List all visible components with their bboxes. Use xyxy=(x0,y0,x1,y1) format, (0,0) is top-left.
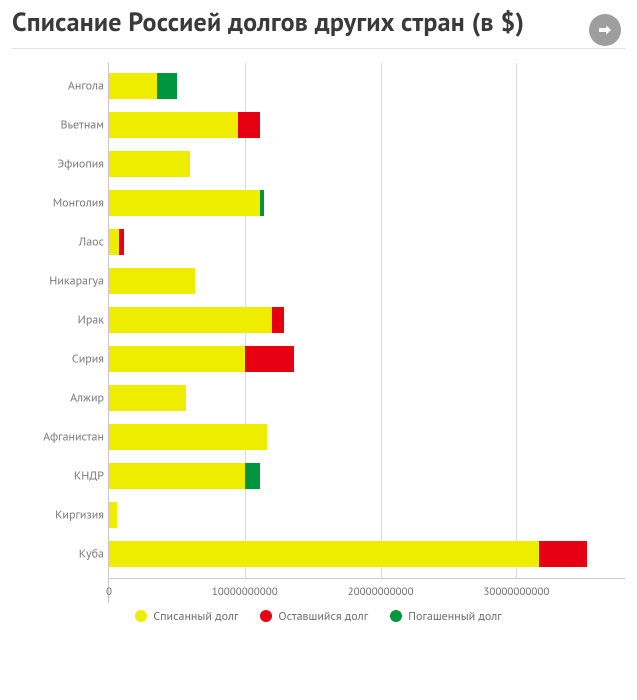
x-tick-label: 20000000000 xyxy=(348,585,414,599)
bar-row xyxy=(109,112,625,138)
bar-row xyxy=(109,307,625,333)
bar-segment-written_off xyxy=(109,502,117,528)
bar-segment-repaid xyxy=(260,190,264,216)
legend-item: Списанный долг xyxy=(135,609,238,624)
bar-stack xyxy=(109,112,260,138)
bar-stack xyxy=(109,268,195,294)
bar-segment-written_off xyxy=(109,190,260,216)
x-tick-label: 30000000000 xyxy=(483,585,549,599)
country-label: Сирия xyxy=(72,351,104,366)
bar-stack xyxy=(109,502,117,528)
country-label: Лаос xyxy=(79,234,104,249)
bar-row xyxy=(109,190,625,216)
legend-label: Списанный долг xyxy=(153,609,238,624)
country-label: Монголия xyxy=(53,195,104,210)
legend-swatch xyxy=(135,610,147,622)
bar-stack xyxy=(109,73,177,99)
bar-row xyxy=(109,229,625,255)
bar-row xyxy=(109,385,625,411)
share-button[interactable] xyxy=(589,14,621,46)
country-label: Ангола xyxy=(68,78,104,93)
legend: Списанный долг Оставшийся долг Погашенный … xyxy=(12,609,625,624)
bar-row xyxy=(109,463,625,489)
plot-area: 0 10000000000 20000000000 30000000000 xyxy=(108,63,625,603)
bar-segment-written_off xyxy=(109,385,186,411)
bar-segment-written_off xyxy=(109,307,272,333)
country-label: Алжир xyxy=(70,390,104,405)
bar-stack xyxy=(109,307,284,333)
bar-row xyxy=(109,541,625,567)
bar-stack xyxy=(109,541,587,567)
legend-swatch xyxy=(260,610,272,622)
bar-segment-written_off xyxy=(109,463,245,489)
bar-stack xyxy=(109,190,264,216)
legend-label: Погашенный долг xyxy=(408,609,502,624)
bar-segment-written_off xyxy=(109,151,190,177)
legend-item: Оставшийся долг xyxy=(260,609,368,624)
country-label: Эфиопия xyxy=(57,156,104,171)
bar-segment-written_off xyxy=(109,73,157,99)
legend-swatch xyxy=(390,610,402,622)
bar-stack xyxy=(109,151,190,177)
bar-segment-remaining xyxy=(272,307,284,333)
bar-segment-remaining xyxy=(238,112,260,138)
country-label: Киргизия xyxy=(55,507,104,522)
bar-segment-written_off xyxy=(109,541,539,567)
bar-segment-remaining xyxy=(245,346,294,372)
bar-segment-repaid xyxy=(157,73,177,99)
bar-row xyxy=(109,268,625,294)
bar-row xyxy=(109,424,625,450)
x-tick-label: 0 xyxy=(106,585,112,599)
bar-segment-written_off xyxy=(109,424,267,450)
legend-label: Оставшийся долг xyxy=(278,609,368,624)
bar-stack xyxy=(109,385,186,411)
country-label: Ирак xyxy=(78,312,104,327)
bar-stack xyxy=(109,424,267,450)
title-rule xyxy=(12,48,625,49)
bar-stack xyxy=(109,463,260,489)
bar-segment-written_off xyxy=(109,346,245,372)
chart-card: Списание Россией долгов других стран (в … xyxy=(0,0,637,640)
country-label: Никарагуа xyxy=(49,273,104,288)
x-tick-label: 10000000000 xyxy=(212,585,278,599)
bar-row xyxy=(109,502,625,528)
bar-segment-written_off xyxy=(109,112,238,138)
bar-stack xyxy=(109,229,124,255)
chart-title: Списание Россией долгов других стран (в … xyxy=(12,8,625,38)
bar-stack xyxy=(109,346,294,372)
country-label: Куба xyxy=(79,546,104,561)
country-label: КНДР xyxy=(74,468,104,483)
legend-item: Погашенный долг xyxy=(390,609,502,624)
chart: Ангола Вьетнам Эфиопия Монголия Лаос Никарагу… xyxy=(12,63,625,603)
bar-segment-remaining xyxy=(119,229,124,255)
bar-row xyxy=(109,73,625,99)
country-label: Афганистан xyxy=(43,429,104,444)
share-icon xyxy=(597,22,613,38)
x-axis xyxy=(109,578,625,579)
bar-segment-written_off xyxy=(109,268,195,294)
bar-segment-written_off xyxy=(109,229,119,255)
bar-row xyxy=(109,151,625,177)
bar-segment-repaid xyxy=(245,463,260,489)
bar-segment-remaining xyxy=(539,541,587,567)
country-label: Вьетнам xyxy=(61,117,105,132)
y-axis-labels: Ангола Вьетнам Эфиопия Монголия Лаос Никарагу… xyxy=(12,63,108,603)
bar-row xyxy=(109,346,625,372)
